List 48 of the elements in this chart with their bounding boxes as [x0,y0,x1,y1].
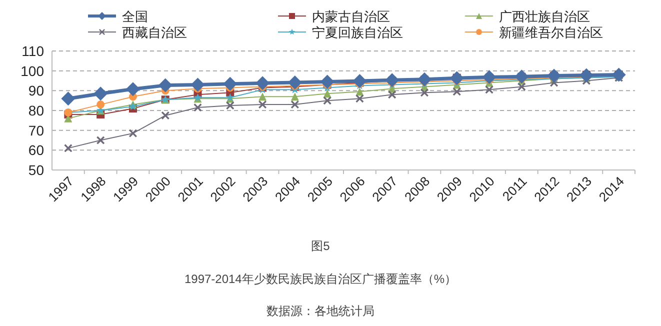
point [64,144,72,152]
text: 数据源：各地统计局 [266,304,374,318]
point [96,100,105,109]
point [482,70,496,84]
point [290,92,299,101]
point [450,71,464,86]
y-tick-label: 50 [28,162,44,178]
y-tick-label: 90 [28,82,44,99]
y-tick-label: 60 [28,142,44,158]
point [128,129,137,138]
point [258,100,267,109]
caption: 图5 [311,239,330,253]
point [518,82,526,91]
legend-label: 全国 [122,9,148,24]
text: 1997-2014年少数民族民族自治区广播覆盖率（%） [184,272,457,286]
point [356,94,364,103]
legend-label: 内蒙古自治区 [312,9,390,24]
point [94,86,108,101]
point [320,74,334,89]
point [290,100,299,109]
legend-label: 宁夏回族自治区 [312,25,403,40]
legend-label: 西藏自治区 [122,25,187,40]
point [158,78,172,92]
point [452,88,461,96]
point [288,76,302,90]
point [161,111,170,120]
point [420,88,428,97]
point [61,92,76,106]
y-tick-label: 100 [20,62,44,79]
point [485,86,494,94]
point [612,68,626,82]
point [256,76,270,90]
point [258,92,267,101]
point [547,68,562,83]
point [226,102,234,110]
y-tick-label: 110 [22,43,44,59]
y-tick-label: 80 [28,102,44,118]
point [190,78,205,92]
legend-label: 广西壮族自治区 [499,9,590,24]
point [126,82,140,96]
point [417,72,432,86]
point [96,136,105,144]
point [323,96,332,105]
legend-label: 新疆维吾尔自治区 [499,25,603,40]
y-tick-label: 70 [28,122,44,138]
point [385,73,400,88]
point [388,90,396,99]
point [223,76,238,91]
